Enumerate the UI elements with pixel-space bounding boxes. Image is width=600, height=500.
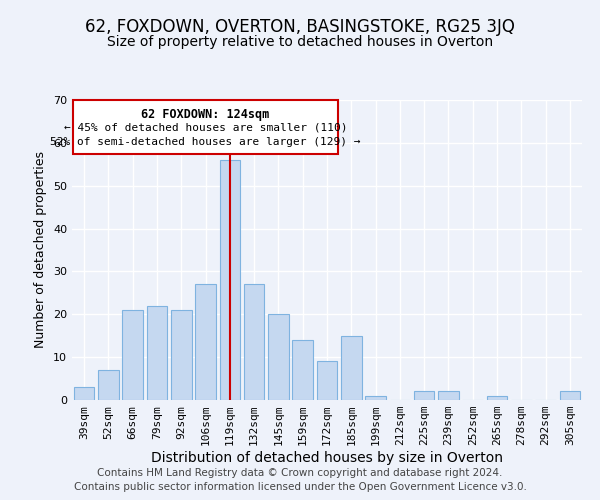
Bar bbox=[74, 387, 94, 400]
Bar bbox=[365, 396, 386, 400]
Bar bbox=[268, 314, 289, 400]
Bar bbox=[317, 362, 337, 400]
Bar bbox=[560, 392, 580, 400]
Bar bbox=[98, 370, 119, 400]
Text: ← 45% of detached houses are smaller (110): ← 45% of detached houses are smaller (11… bbox=[64, 122, 347, 132]
Bar bbox=[341, 336, 362, 400]
Bar bbox=[146, 306, 167, 400]
Bar bbox=[122, 310, 143, 400]
Text: 62 FOXDOWN: 124sqm: 62 FOXDOWN: 124sqm bbox=[142, 108, 269, 120]
Text: 62, FOXDOWN, OVERTON, BASINGSTOKE, RG25 3JQ: 62, FOXDOWN, OVERTON, BASINGSTOKE, RG25 … bbox=[85, 18, 515, 36]
Bar bbox=[220, 160, 240, 400]
Bar bbox=[195, 284, 216, 400]
Text: 52% of semi-detached houses are larger (129) →: 52% of semi-detached houses are larger (… bbox=[50, 137, 361, 147]
Bar bbox=[292, 340, 313, 400]
Bar bbox=[244, 284, 265, 400]
Bar bbox=[438, 392, 459, 400]
FancyBboxPatch shape bbox=[73, 100, 338, 154]
Bar bbox=[414, 392, 434, 400]
X-axis label: Distribution of detached houses by size in Overton: Distribution of detached houses by size … bbox=[151, 451, 503, 465]
Text: Size of property relative to detached houses in Overton: Size of property relative to detached ho… bbox=[107, 35, 493, 49]
Bar bbox=[171, 310, 191, 400]
Text: Contains HM Land Registry data © Crown copyright and database right 2024.
Contai: Contains HM Land Registry data © Crown c… bbox=[74, 468, 526, 492]
Y-axis label: Number of detached properties: Number of detached properties bbox=[34, 152, 47, 348]
Bar bbox=[487, 396, 508, 400]
